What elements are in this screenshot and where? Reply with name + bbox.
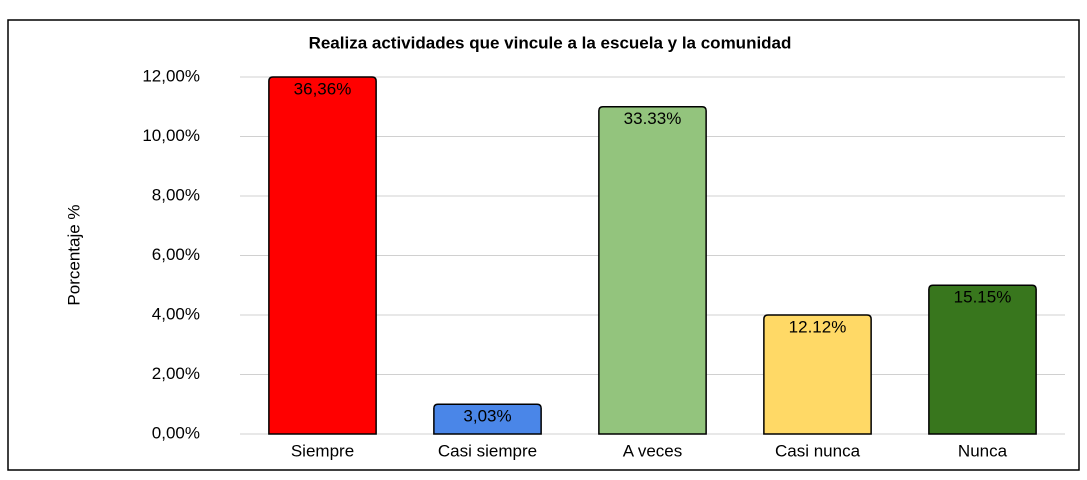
value-label: 36,36% (294, 79, 352, 98)
y-tick-label: 6,00% (152, 245, 200, 264)
y-tick-label: 10,00% (142, 126, 200, 145)
chart-border (7, 19, 1080, 471)
y-tick-label: 2,00% (152, 364, 200, 383)
x-tick-label: Casi siempre (438, 441, 537, 460)
chart-title: Realiza actividades que vincule a la esc… (309, 33, 792, 52)
x-tick-label: Nunca (958, 441, 1008, 460)
y-tick-label: 12,00% (142, 66, 200, 85)
y-tick-label: 4,00% (152, 304, 200, 323)
y-tick-label: 0,00% (152, 423, 200, 442)
value-label: 12.12% (789, 317, 847, 336)
x-tick-label: A veces (623, 441, 683, 460)
bar (928, 284, 1037, 435)
x-tick-label: Casi nunca (775, 441, 861, 460)
value-label: 15.15% (954, 288, 1012, 307)
bar (268, 76, 377, 435)
bar (433, 403, 542, 435)
x-tick-label: Siempre (291, 441, 354, 460)
value-label: 3,03% (463, 407, 511, 426)
value-label: 33.33% (624, 109, 682, 128)
bar (598, 106, 707, 435)
bar (763, 314, 872, 435)
y-axis-label: Porcentaje % (64, 204, 83, 305)
y-tick-label: 8,00% (152, 185, 200, 204)
